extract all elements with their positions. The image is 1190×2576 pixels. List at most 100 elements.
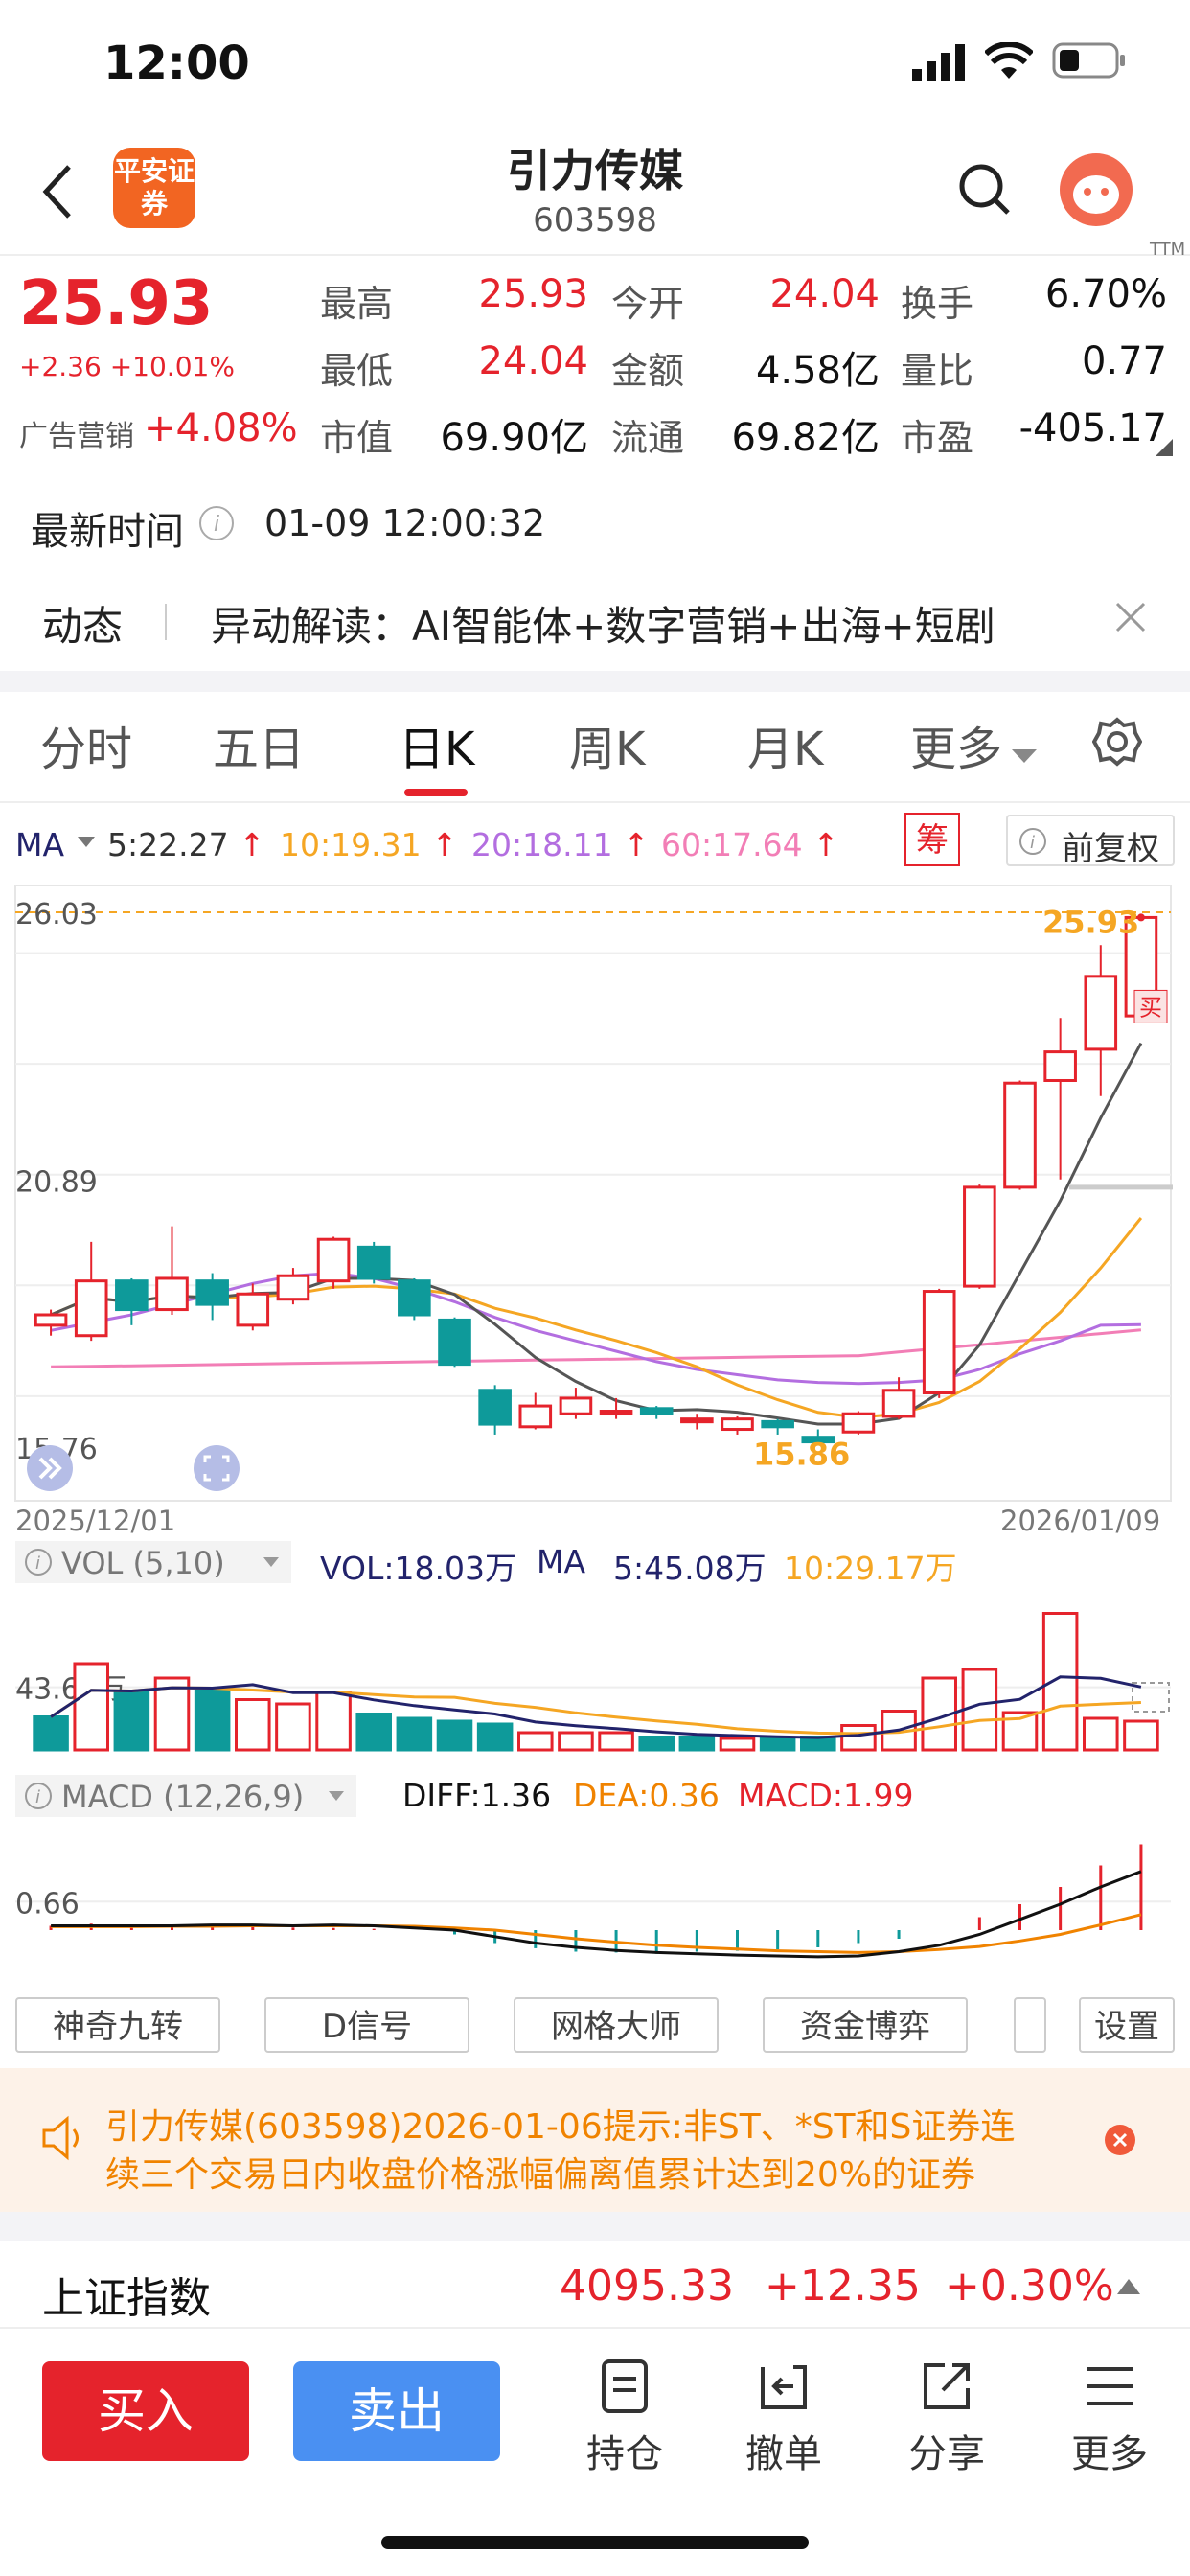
quote-label: 换手: [901, 283, 974, 325]
signal-icon: [912, 44, 965, 80]
expand-up-icon[interactable]: [1115, 2277, 1142, 2296]
quote-label: 市值: [320, 417, 394, 459]
index-name[interactable]: 上证指数: [42, 2274, 211, 2323]
vol-ma-label: MA: [537, 1543, 586, 1580]
section-gap: [0, 671, 1190, 692]
vol-cursor-box: [1132, 1682, 1170, 1713]
nav-bar: 平安证券 引力传媒 603598: [0, 125, 1190, 254]
ma60-line: [51, 1328, 1142, 1368]
volume-bar: [113, 1690, 150, 1752]
cancel-order-button[interactable]: 撤单: [717, 2358, 851, 2478]
candle-body: [963, 1185, 996, 1288]
avatar-icon[interactable]: [1058, 151, 1134, 228]
quote-value: 6.70%: [1044, 272, 1167, 316]
current-price: 25.93: [19, 268, 214, 339]
tool-button[interactable]: 神奇九转: [15, 1997, 220, 2053]
status-bar: 12:00: [0, 0, 1190, 125]
holdings-button[interactable]: 持仓: [558, 2358, 692, 2478]
volume-bar: [235, 1698, 271, 1752]
tool-button-partial[interactable]: [1014, 1997, 1046, 2053]
dropdown-icon: [263, 1557, 279, 1567]
high-marker: [1136, 913, 1145, 922]
close-icon[interactable]: [1113, 600, 1148, 634]
tab-6[interactable]: 更多: [910, 723, 1003, 776]
ma-label[interactable]: MA: [15, 826, 65, 863]
vol-selector[interactable]: i VOL (5,10): [15, 1541, 291, 1583]
volume-bar: [840, 1724, 877, 1752]
candle-body: [438, 1318, 471, 1367]
menu-icon: [1087, 2367, 1133, 2405]
index-value: 4095.33: [560, 2262, 734, 2311]
active-tab-indicator: [404, 789, 468, 796]
vol-ma5: 5:45.08万: [613, 1550, 767, 1587]
ma5-line: [50, 1042, 1143, 1426]
quote-value: 69.90亿: [440, 416, 588, 460]
volume-bar: [396, 1716, 433, 1752]
info-icon[interactable]: i: [197, 504, 236, 542]
dropdown-icon: [329, 1791, 344, 1801]
sector-name[interactable]: 广告营销: [19, 420, 134, 453]
vol-ma10-line: [50, 1686, 1141, 1736]
volume-bar: [476, 1722, 514, 1752]
adjust-button[interactable]: i 前复权: [1006, 815, 1175, 868]
share-button[interactable]: 分享: [880, 2358, 1014, 2478]
tab-2[interactable]: 五日: [213, 723, 306, 776]
ma60-value: 60:17.64 ↑: [661, 826, 839, 863]
sell-button[interactable]: 卖出: [293, 2361, 500, 2461]
volume-bar: [1041, 1612, 1079, 1752]
candle-body: [115, 1279, 149, 1312]
buy-button[interactable]: 买入: [42, 2361, 249, 2461]
candle-body: [639, 1407, 674, 1415]
status-time: 12:00: [103, 36, 250, 90]
volume-bar: [1123, 1719, 1159, 1752]
macd-value: MACD:1.99: [738, 1777, 914, 1814]
news-text[interactable]: 异动解读：AI智能体+数字营销+出海+短剧: [211, 603, 995, 650]
back-icon[interactable]: [38, 163, 77, 220]
candle-body: [1084, 975, 1118, 1051]
volume-bar: [194, 1688, 231, 1752]
tool-button[interactable]: 设置: [1079, 1997, 1175, 2053]
quote-label: 市盈: [901, 417, 974, 459]
price-change: +2.36 +10.01%: [19, 351, 235, 382]
quote-label: 金额: [611, 350, 685, 392]
volume-chart[interactable]: 43.62万: [0, 1587, 1190, 1760]
latest-time-value: 01-09 12:00:32: [264, 502, 546, 544]
tool-button[interactable]: D信号: [264, 1997, 469, 2053]
gear-icon[interactable]: [1092, 717, 1142, 767]
dropdown-triangle-icon[interactable]: [1010, 748, 1039, 767]
notice-banner[interactable]: 引力传媒(603598)2026-01-06提示:非ST、*ST和S证券连 续三…: [0, 2068, 1190, 2212]
candle-body: [881, 1389, 916, 1418]
candle-body: [398, 1279, 431, 1317]
ma-dropdown-icon[interactable]: [77, 836, 96, 849]
x-start-label: 2025/12/01: [15, 1505, 176, 1537]
tool-button[interactable]: 网格大师: [514, 1997, 719, 2053]
home-indicator: [381, 2536, 809, 2549]
tab-1[interactable]: 分时: [40, 723, 133, 776]
info-icon: i: [1019, 828, 1046, 855]
expand-icon: [203, 1455, 230, 1482]
tab-3[interactable]: 日K: [399, 723, 475, 776]
quote-value: 4.58亿: [755, 349, 880, 393]
divider: [0, 2327, 1190, 2329]
chart-frame: [14, 885, 1172, 1502]
tab-4[interactable]: 周K: [569, 723, 646, 776]
search-icon[interactable]: [956, 161, 1014, 218]
svg-text:i: i: [1030, 833, 1035, 853]
chip-button[interactable]: 筹: [904, 813, 960, 866]
notice-close-icon[interactable]: [1104, 2124, 1136, 2156]
tab-5[interactable]: 月K: [747, 723, 824, 776]
macd-selector[interactable]: i MACD (12,26,9): [15, 1775, 356, 1817]
candle-body: [599, 1410, 633, 1416]
candle-body: [155, 1276, 189, 1312]
volume-bar: [33, 1715, 69, 1752]
high-annotation: 25.93: [1042, 904, 1139, 940]
macd-dea: DEA:0.36: [573, 1777, 720, 1814]
more-button[interactable]: 更多: [1042, 2358, 1177, 2478]
volume-bar: [355, 1713, 392, 1752]
macd-chart[interactable]: 0.66: [0, 1817, 1190, 1986]
stock-code: 603598: [533, 201, 657, 240]
x-end-label: 2026/01/09: [1000, 1505, 1161, 1537]
tool-button[interactable]: 资金博弈: [763, 1997, 968, 2053]
expand-corner-icon[interactable]: [1156, 439, 1173, 456]
